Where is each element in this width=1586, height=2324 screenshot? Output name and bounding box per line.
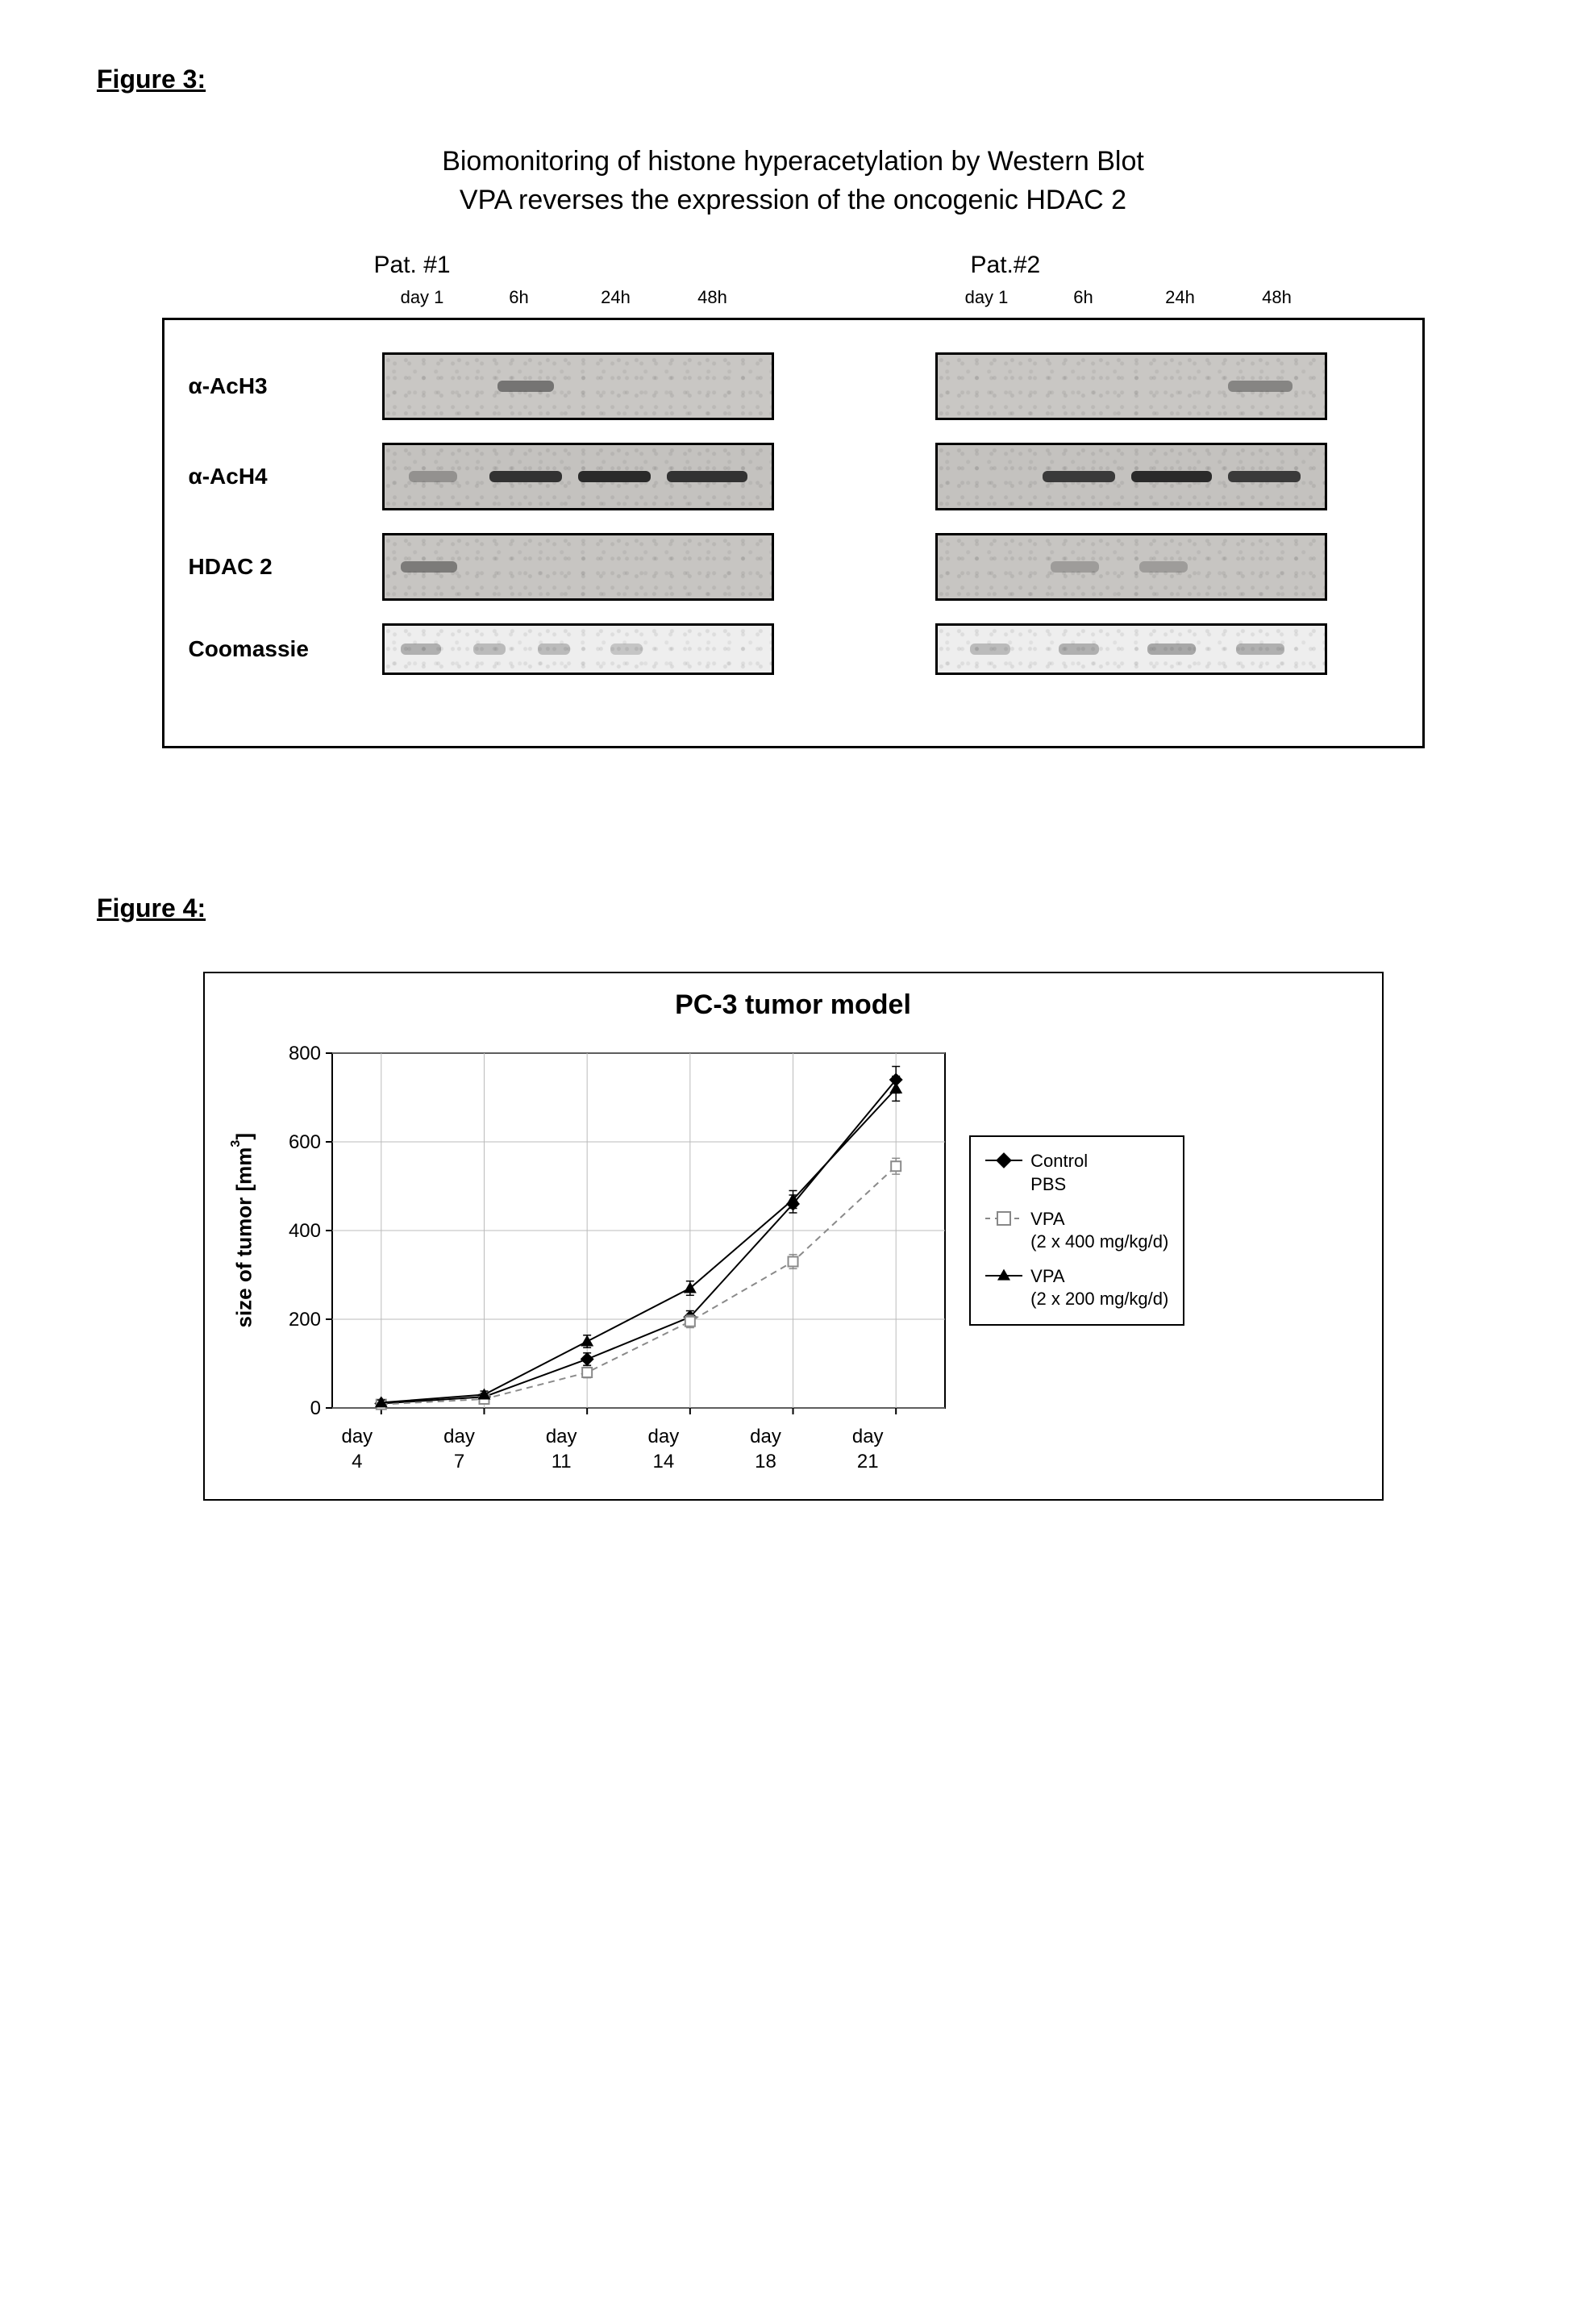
timepoint-label: day 1 xyxy=(374,287,471,308)
blot-row-label: Coomassie xyxy=(189,636,382,662)
western-blot xyxy=(935,352,1327,420)
western-blot xyxy=(382,533,774,601)
blot-band xyxy=(497,381,554,392)
blot-row-label: HDAC 2 xyxy=(189,554,382,580)
figure3-title-line1: Biomonitoring of histone hyperacetylatio… xyxy=(442,146,1144,177)
timepoint-label: 6h xyxy=(471,287,568,308)
blot-band xyxy=(1043,471,1115,482)
chart-xlabels: day4day7day11day14day18day21 xyxy=(306,1424,919,1474)
figure3-title: Biomonitoring of histone hyperacetylatio… xyxy=(229,143,1358,219)
xtick-label: day21 xyxy=(817,1424,919,1474)
chart-title: PC-3 tumor model xyxy=(229,989,1358,1021)
timepoint-label: 24h xyxy=(568,287,664,308)
western-blot xyxy=(382,623,774,675)
blot-band xyxy=(667,471,747,482)
blot-band xyxy=(610,643,643,655)
xtick-label: day7 xyxy=(408,1424,510,1474)
figure4-chart-panel: PC-3 tumor model size of tumor [mm3] 0 20… xyxy=(203,972,1384,1500)
legend-item: VPA(2 x 200 mg/kg/d) xyxy=(985,1265,1168,1311)
blot-band xyxy=(970,643,1010,655)
timepoint-label: day 1 xyxy=(939,287,1035,308)
svg-text:400: 400 xyxy=(289,1220,321,1242)
patient1-header: Pat. #1 xyxy=(374,252,761,279)
western-blot xyxy=(935,533,1327,601)
patient2-header: Pat.#2 xyxy=(971,252,1358,279)
blot-band xyxy=(409,471,457,482)
western-blot xyxy=(935,623,1327,675)
chart-ylabel: size of tumor [mm3] xyxy=(229,1133,257,1328)
blot-row-label: α-AcH4 xyxy=(189,464,382,489)
legend-text: VPA(2 x 400 mg/kg/d) xyxy=(1030,1208,1168,1254)
blot-band xyxy=(1228,381,1293,392)
svg-text:200: 200 xyxy=(289,1309,321,1331)
figure3-patient-headers: Pat. #1 Pat.#2 day 16h24h48h day 16h24h4… xyxy=(164,252,1422,308)
blot-row: Coomassie xyxy=(189,623,1398,675)
svg-text:0: 0 xyxy=(310,1397,321,1419)
blot-band xyxy=(489,471,562,482)
figure4-label: Figure 4: xyxy=(97,893,1489,923)
blot-band xyxy=(401,561,457,573)
xtick-label: day14 xyxy=(613,1424,715,1474)
blot-band xyxy=(1139,561,1188,573)
timepoint-label: 6h xyxy=(1035,287,1132,308)
figure3-label: Figure 3: xyxy=(97,65,1489,94)
svg-text:800: 800 xyxy=(289,1043,321,1064)
blot-band xyxy=(1059,643,1099,655)
blot-band xyxy=(1228,471,1301,482)
blot-band xyxy=(401,643,441,655)
timepoint-label: 48h xyxy=(664,287,761,308)
western-blot xyxy=(382,443,774,510)
blot-band xyxy=(1147,643,1196,655)
xtick-label: day11 xyxy=(510,1424,613,1474)
figure3-title-line2: VPA reverses the expression of the oncog… xyxy=(460,185,1126,215)
blot-band xyxy=(1236,643,1284,655)
blot-band xyxy=(578,471,651,482)
western-blot xyxy=(935,443,1327,510)
legend-text: VPA(2 x 200 mg/kg/d) xyxy=(1030,1265,1168,1311)
legend-item: VPA(2 x 400 mg/kg/d) xyxy=(985,1208,1168,1254)
blot-row: α-AcH3 xyxy=(189,352,1398,420)
line-chart: 0 200 400 600 800 xyxy=(268,1037,961,1424)
timepoint-label: 48h xyxy=(1229,287,1326,308)
legend-item: ControlPBS xyxy=(985,1150,1168,1196)
figure3-blot-panel: α-AcH3 α-AcH4 HDAC 2 Coomassie xyxy=(162,318,1425,748)
svg-text:600: 600 xyxy=(289,1131,321,1153)
blot-row: α-AcH4 xyxy=(189,443,1398,510)
legend-text: ControlPBS xyxy=(1030,1150,1088,1196)
xtick-label: day18 xyxy=(714,1424,817,1474)
blot-row: HDAC 2 xyxy=(189,533,1398,601)
blot-band xyxy=(1051,561,1099,573)
xtick-label: day4 xyxy=(306,1424,409,1474)
blot-band xyxy=(473,643,506,655)
western-blot xyxy=(382,352,774,420)
blot-band xyxy=(538,643,570,655)
blot-row-label: α-AcH3 xyxy=(189,373,382,399)
blot-band xyxy=(1131,471,1212,482)
figure3-time-headers: day 16h24h48h day 16h24h48h xyxy=(374,287,1422,308)
chart-legend: ControlPBS VPA(2 x 400 mg/kg/d) VPA(2 x 20… xyxy=(969,1135,1184,1326)
timepoint-label: 24h xyxy=(1132,287,1229,308)
